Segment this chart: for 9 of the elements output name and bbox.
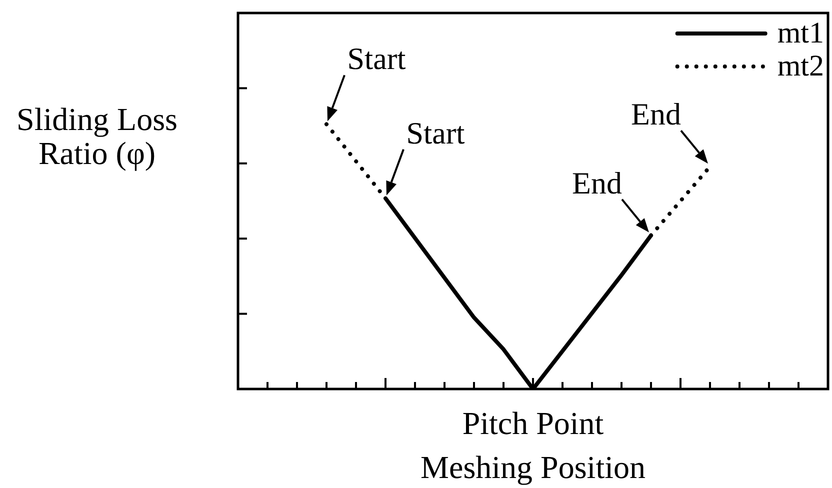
legend-label: mt2 (777, 49, 824, 82)
annotation: Pitch Point (462, 405, 604, 441)
legend-label: mt1 (777, 16, 824, 50)
annotation: End (631, 96, 682, 132)
annotation: Start (406, 115, 466, 150)
text: Start (347, 41, 406, 76)
x-axis-title: Meshing Position (420, 449, 646, 485)
y-axis-title: Sliding Loss Ratio (φ) (16, 101, 178, 172)
annotation: End (572, 165, 622, 200)
